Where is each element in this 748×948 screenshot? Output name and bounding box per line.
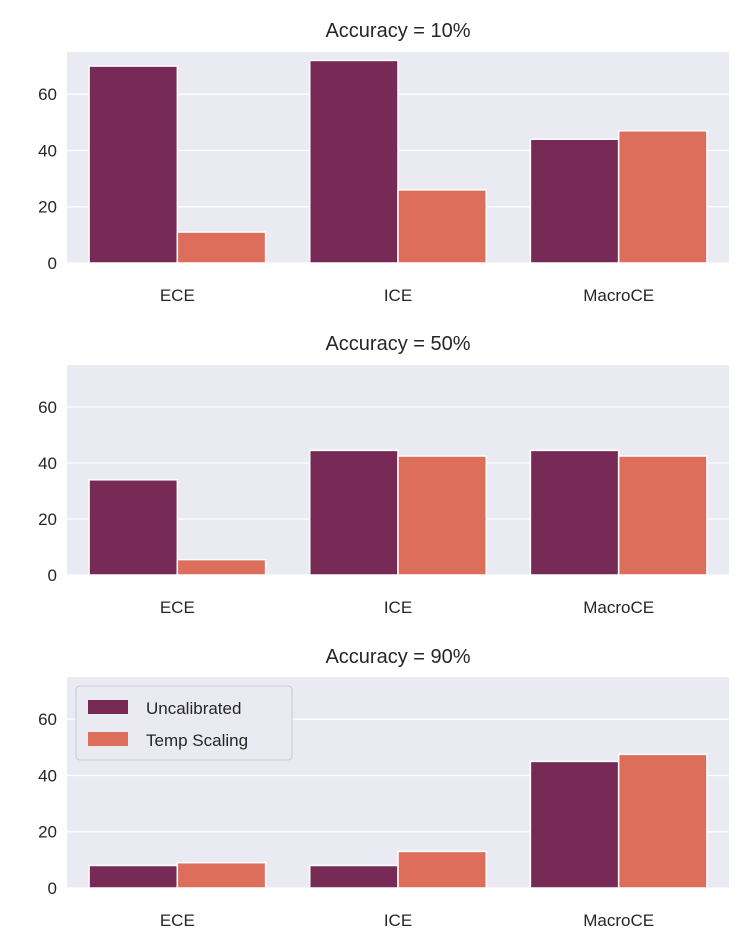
y-tick-label: 60 [38, 85, 57, 104]
bar-temp-scaling-ice [397, 850, 488, 889]
bar-temp-scaling-ece [176, 861, 267, 889]
y-tick-label: 20 [38, 823, 57, 842]
bar-temp-scaling-ece [176, 558, 267, 576]
legend-box [75, 685, 293, 761]
y-tick-label: 40 [38, 141, 57, 160]
legend: Uncalibrated Temp Scaling [75, 685, 293, 761]
x-tick-label: ECE [160, 286, 195, 305]
x-tick-label: ICE [384, 911, 412, 930]
bar-uncalibrated-ece [88, 479, 179, 576]
bar-uncalibrated-macroce [529, 138, 620, 264]
x-tick-label: ECE [160, 911, 195, 930]
chart-title: Accuracy = 90% [325, 646, 470, 668]
y-tick-label: 60 [38, 398, 57, 417]
y-tick-label: 20 [38, 198, 57, 217]
y-tick-label: 20 [38, 510, 57, 529]
y-tick-label: 0 [48, 566, 57, 585]
x-tick-label: MacroCE [583, 911, 654, 930]
bar-temp-scaling-ice [397, 189, 488, 264]
legend-label: Uncalibrated [146, 699, 241, 718]
y-tick-label: 40 [38, 454, 57, 473]
bar-uncalibrated-macroce [529, 760, 620, 889]
bar-temp-scaling-macroce [617, 753, 708, 889]
legend-swatch [88, 700, 128, 714]
chart-title: Accuracy = 50% [325, 333, 470, 355]
legend-label: Temp Scaling [146, 731, 248, 750]
panel-2: 0 20 40 60 Accuracy = 50% ECE ICE MacroCE [38, 333, 729, 617]
bar-temp-scaling-macroce [617, 130, 708, 264]
x-tick-label: ECE [160, 598, 195, 617]
bar-uncalibrated-ice [308, 449, 399, 576]
y-tick-label: 0 [48, 879, 57, 898]
x-tick-label: MacroCE [583, 598, 654, 617]
bar-uncalibrated-ice [308, 59, 399, 264]
bar-temp-scaling-macroce [617, 455, 708, 576]
y-tick-label: 40 [38, 766, 57, 785]
bar-uncalibrated-ice [308, 864, 399, 889]
legend-swatch [88, 732, 128, 746]
bar-temp-scaling-ece [176, 231, 267, 264]
x-tick-label: ICE [384, 286, 412, 305]
y-tick-label: 60 [38, 710, 57, 729]
bar-uncalibrated-macroce [529, 449, 620, 576]
bar-uncalibrated-ece [88, 864, 179, 889]
panel-1: 0 20 40 60 Accuracy = 10% ECE ICE MacroCE [38, 20, 729, 305]
x-tick-label: ICE [384, 598, 412, 617]
bar-temp-scaling-ice [397, 455, 488, 576]
chart-title: Accuracy = 10% [325, 20, 470, 42]
y-tick-label: 0 [48, 254, 57, 273]
bar-uncalibrated-ece [88, 65, 179, 264]
panel-3: 0 20 40 60 Accuracy = 90% ECE ICE MacroCE Uncali… [38, 646, 729, 930]
x-tick-label: MacroCE [583, 286, 654, 305]
